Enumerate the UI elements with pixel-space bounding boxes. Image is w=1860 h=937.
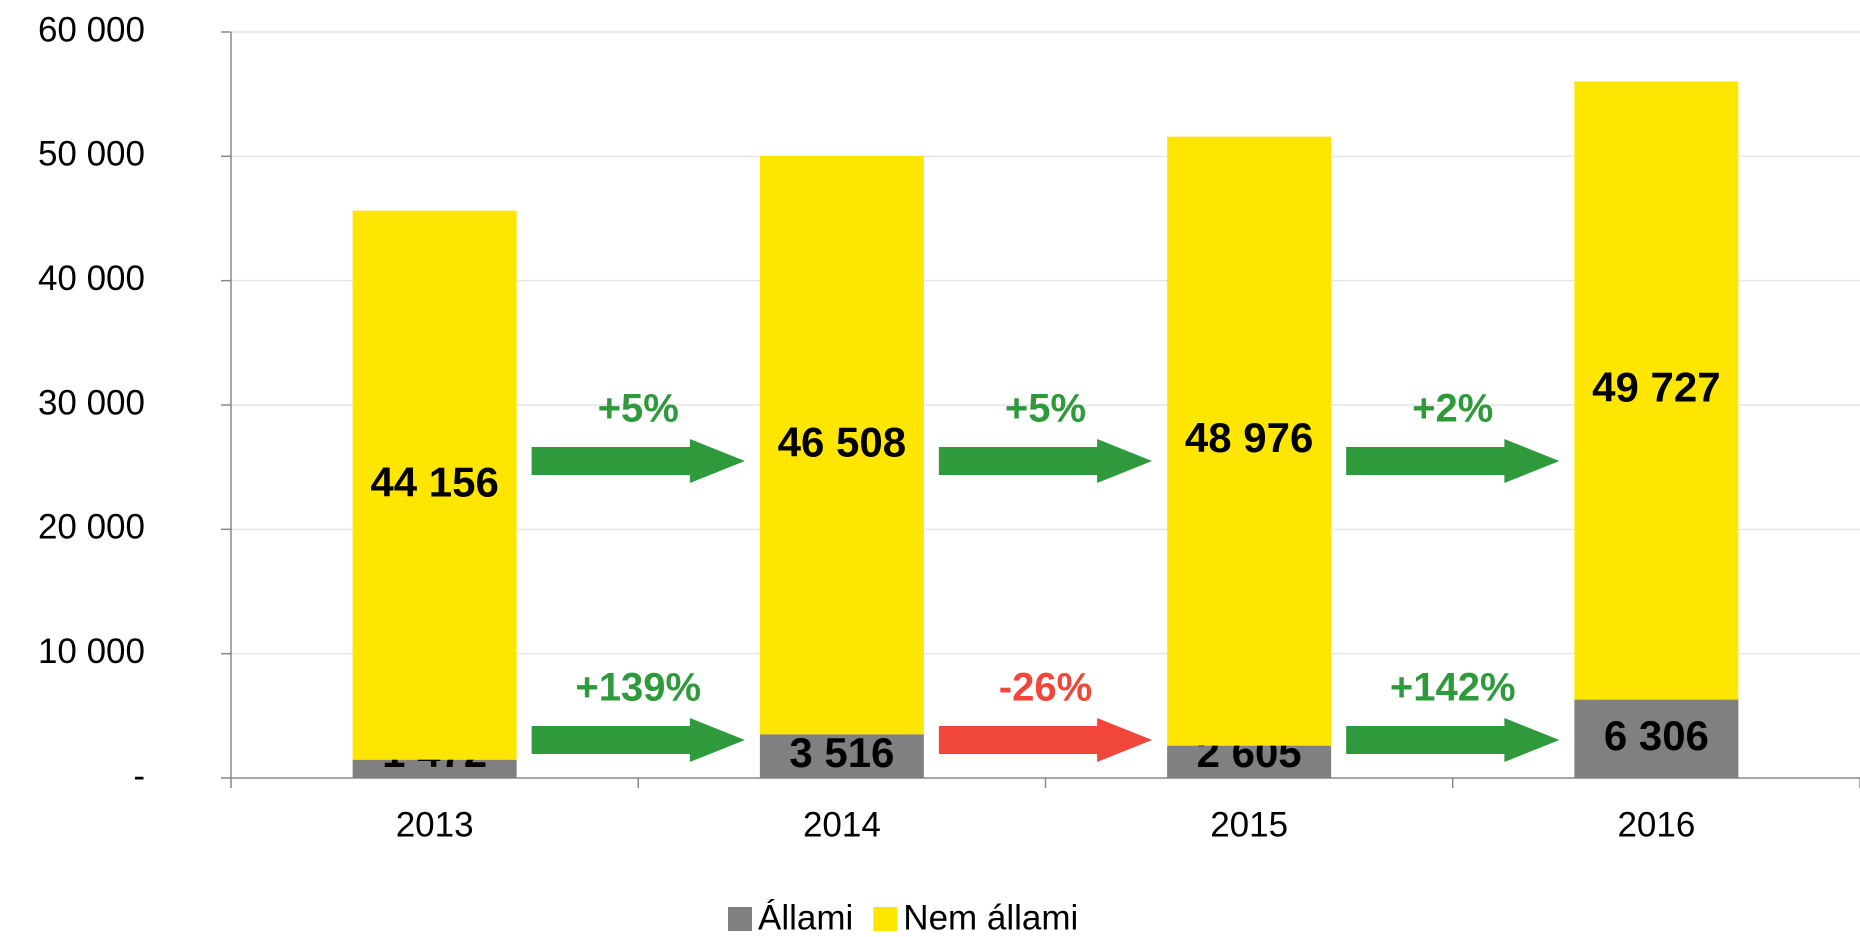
change-label: +142%	[1390, 666, 1516, 710]
bar	[1167, 136, 1332, 746]
y-tick-label: 60 000	[38, 10, 145, 49]
legend-swatch	[728, 907, 752, 931]
bar	[1574, 81, 1739, 700]
y-tick-label: 10 000	[38, 632, 145, 671]
value-label: 3 516	[789, 729, 894, 776]
value-label: 6 306	[1604, 712, 1709, 759]
arrow	[1346, 718, 1560, 762]
arrow	[1346, 439, 1560, 483]
change-label: +5%	[1005, 387, 1086, 431]
y-tick-label: 50 000	[38, 135, 145, 174]
arrow	[938, 439, 1153, 483]
y-tick-label: 40 000	[38, 259, 145, 298]
x-tick-label: 2016	[1617, 805, 1695, 844]
legend-swatch	[873, 907, 898, 931]
legend-label: Nem állami	[903, 898, 1078, 937]
arrow	[531, 718, 745, 762]
change-label: +139%	[575, 666, 701, 710]
bar	[1167, 745, 1332, 778]
bar	[759, 734, 924, 778]
change-label: +2%	[1412, 387, 1493, 431]
x-tick-label: 2014	[803, 805, 881, 844]
value-label: 46 508	[778, 418, 906, 465]
value-label: 48 976	[1185, 414, 1313, 461]
change-label: -26%	[999, 666, 1092, 710]
value-label: 44 156	[370, 458, 498, 505]
change-label: +5%	[598, 387, 679, 431]
y-tick-label: 30 000	[38, 383, 145, 422]
x-tick-label: 2015	[1210, 805, 1288, 844]
bar	[352, 759, 517, 778]
value-label: 49 727	[1592, 364, 1720, 411]
y-tick-label: -	[133, 756, 145, 795]
legend-label: Állami	[758, 898, 853, 937]
arrow	[938, 718, 1153, 762]
bar	[1574, 699, 1739, 778]
arrow	[531, 439, 745, 483]
bar	[352, 210, 517, 760]
bar	[759, 156, 924, 735]
y-tick-label: 20 000	[38, 508, 145, 547]
x-tick-label: 2013	[396, 805, 474, 844]
